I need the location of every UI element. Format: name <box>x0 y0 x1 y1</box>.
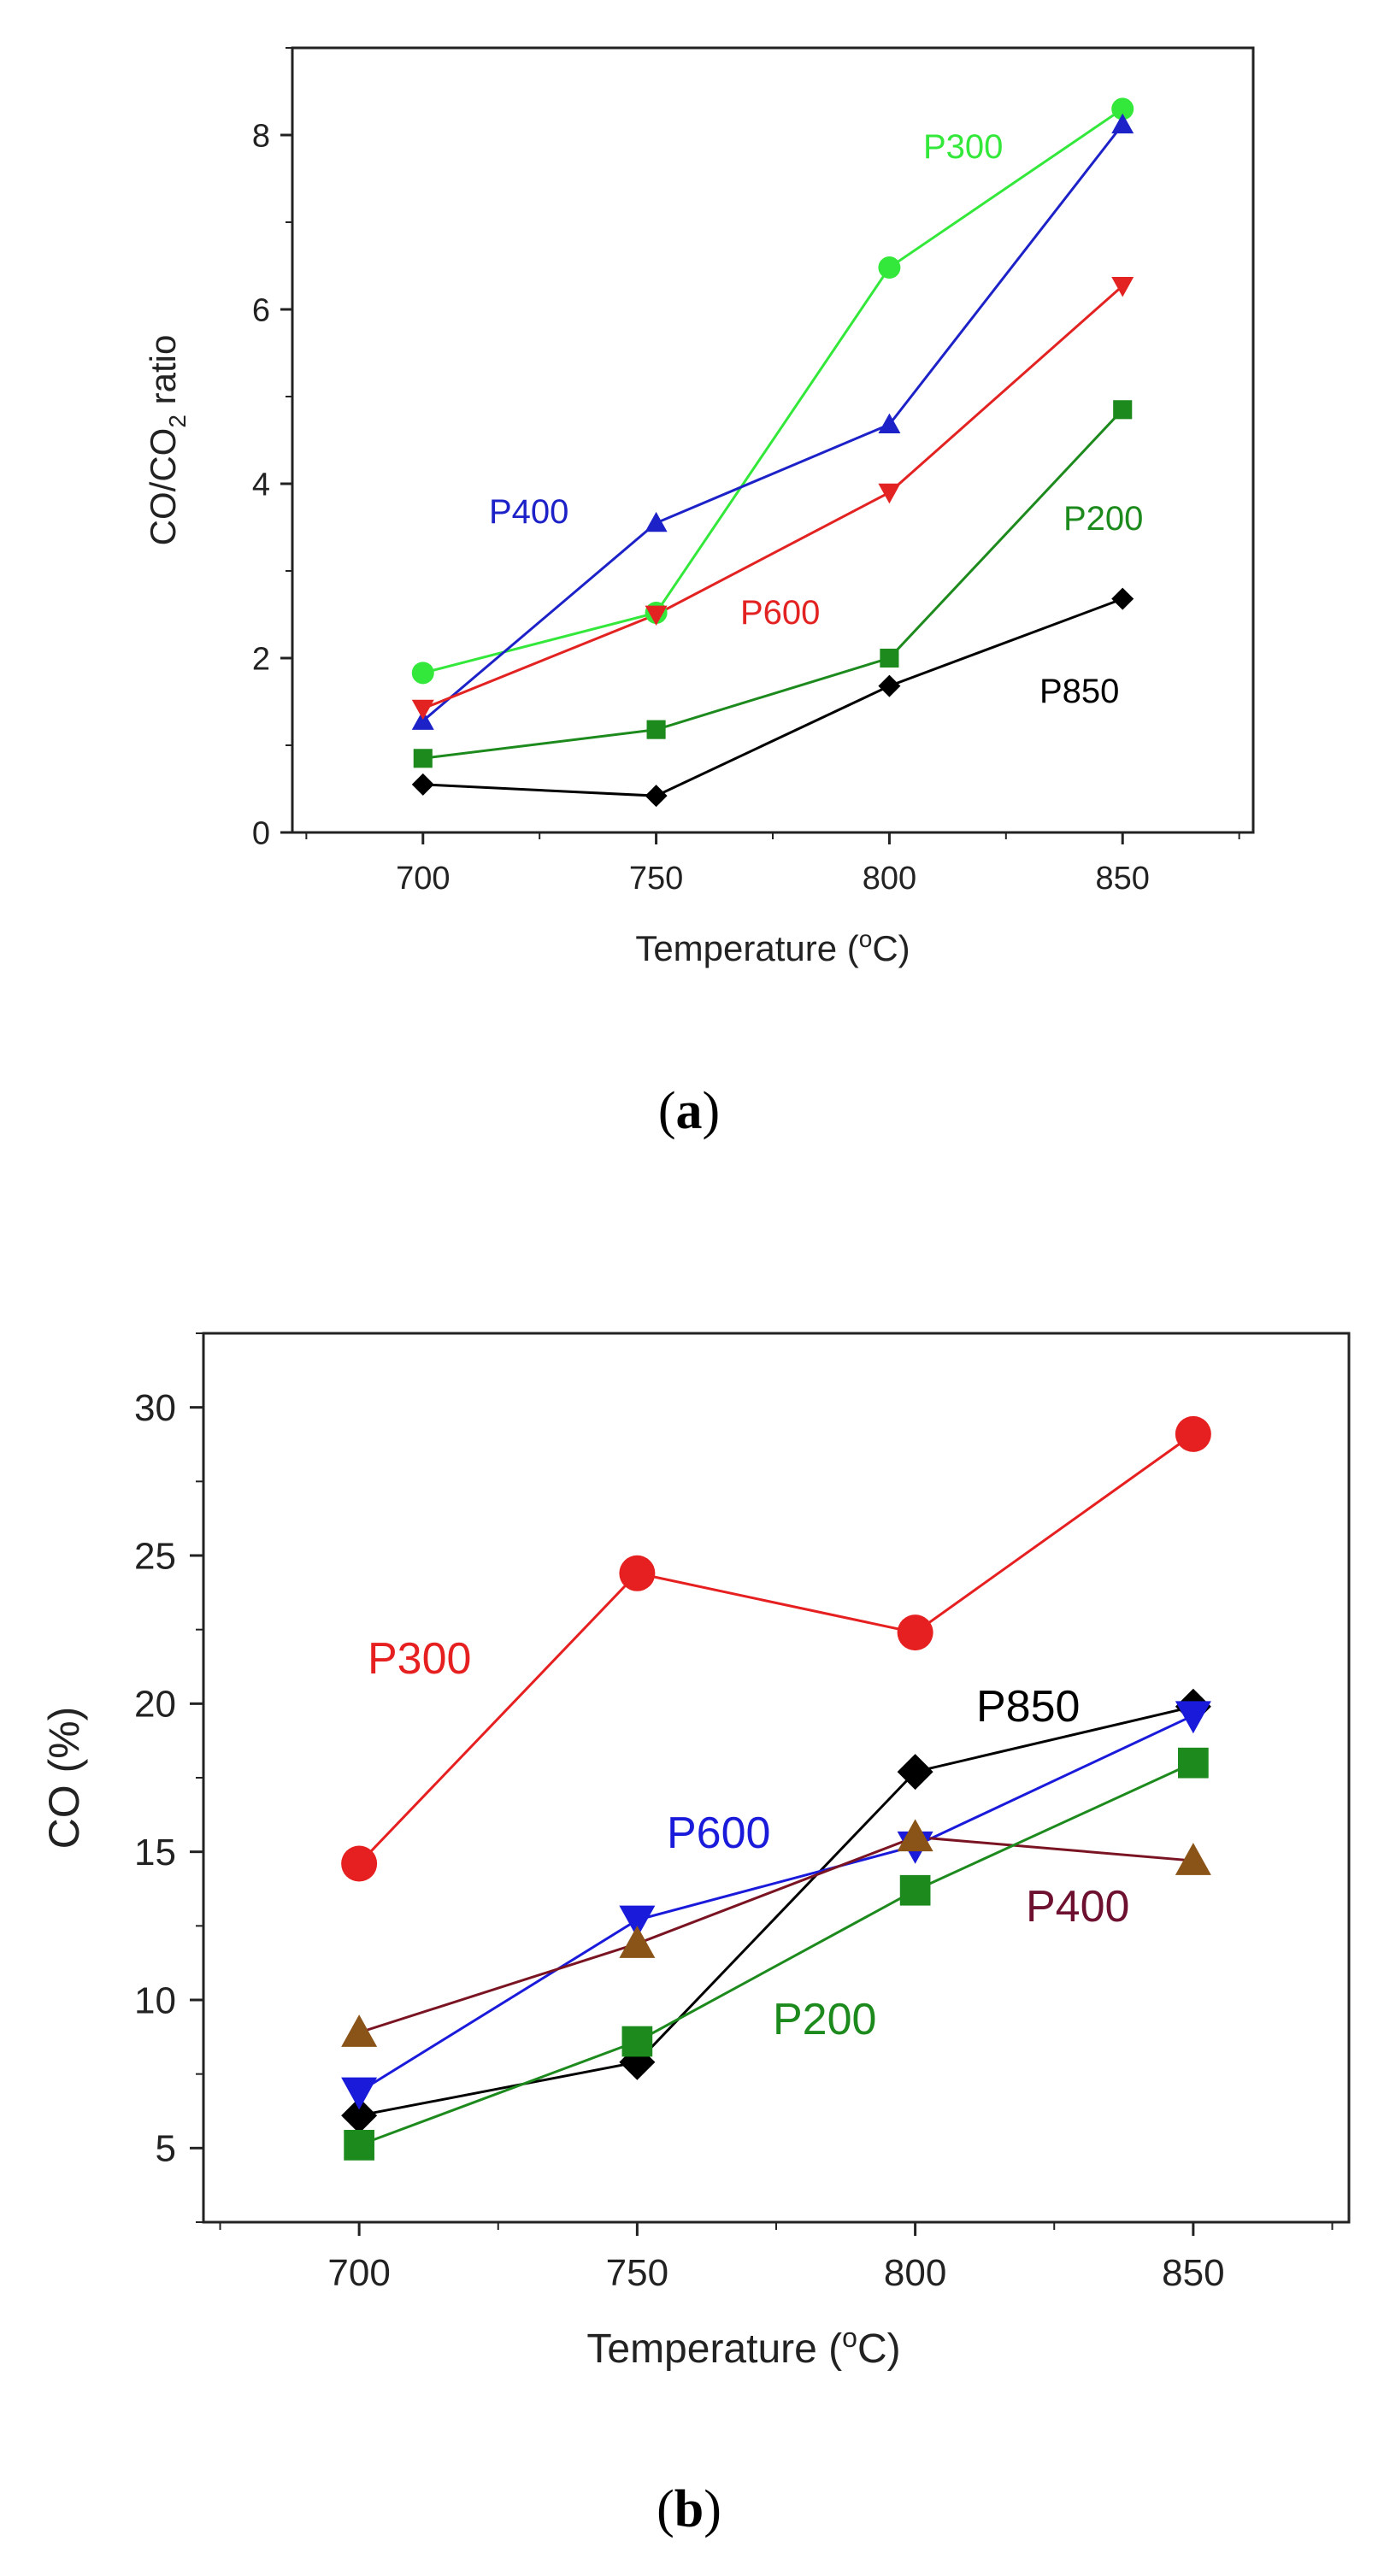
panel-b-point-p400-850 <box>1175 1843 1211 1875</box>
panel-a-y-axis-title: CO/CO2 ratio <box>143 335 191 546</box>
panel-a-point-p300-700 <box>411 662 434 685</box>
panel-a-series-label-p300: P300 <box>923 128 1003 166</box>
panel-a-y-tick-label: 6 <box>252 292 270 328</box>
panel-b-point-p300-800 <box>897 1614 933 1651</box>
panel-a-chart: 700 750 800 850 0 2 4 6 8 P300 P400 P600 P200 P8… <box>143 46 1255 1140</box>
panel-b-y-tick-label: 25 <box>134 1535 176 1577</box>
panel-b-y-tick-label: 10 <box>134 1979 176 2021</box>
panel-a-point-p200-800 <box>880 648 899 668</box>
panel-a-series-line-p200 <box>422 409 1124 760</box>
panel-b-point-p600-750 <box>619 1905 656 1938</box>
panel-b-series-line-p300 <box>358 1432 1194 1865</box>
panel-a-series-label-p850: P850 <box>1039 673 1119 710</box>
panel-b-point-p400-750 <box>619 1926 656 1958</box>
panel-a-point-p850-850 <box>1111 587 1134 610</box>
panel-a-x-tick-label: 700 <box>396 861 450 897</box>
panel-a-series-line-p850 <box>422 597 1123 797</box>
panel-b-point-p300-850 <box>1175 1415 1211 1452</box>
panel-a-point-p600-750 <box>645 605 668 626</box>
panel-a-x-tick-label: 750 <box>629 861 683 897</box>
panel-a-point-p850-800 <box>878 674 901 697</box>
panel-b-point-p200-750 <box>621 2026 653 2057</box>
panel-b-point-p850-800 <box>897 1754 933 1791</box>
panel-a-y-tick-label: 2 <box>252 641 270 677</box>
panel-b-ticks: 700 750 800 850 5 10 15 20 25 30 <box>134 1332 1334 2294</box>
panel-a-point-p600-700 <box>411 699 434 720</box>
panel-a-series-line-p300 <box>422 108 1124 674</box>
panel-a-y-tick-label: 8 <box>252 118 270 154</box>
panel-b-y-tick-label: 30 <box>134 1387 176 1429</box>
panel-b-point-p200-850 <box>1178 1747 1209 1779</box>
panel-a-point-p400-800 <box>878 413 901 434</box>
panel-a-x-axis-title: Temperature (oC) <box>635 926 910 968</box>
panel-b-point-p400-800 <box>897 1819 933 1852</box>
panel-a-point-p300-850 <box>1111 97 1134 121</box>
panel-b-point-p400-700 <box>341 2014 378 2047</box>
panel-a-point-p200-850 <box>1113 400 1133 420</box>
panel-b-caption: (b) <box>657 2480 721 2538</box>
panel-b-chart: 700 750 800 850 5 10 15 20 25 30 P300 P850 P600 P… <box>40 1332 1351 2538</box>
panel-a-ticks: 700 750 800 850 0 2 4 6 8 <box>252 47 1240 897</box>
panel-b-x-tick-label: 850 <box>1162 2252 1224 2294</box>
panel-b-x-tick-label: 800 <box>884 2252 946 2294</box>
panel-b-point-p850-700 <box>341 2097 378 2134</box>
panel-b-series-label-p600: P600 <box>667 1808 770 1858</box>
panel-a-series-line-p400 <box>421 123 1124 722</box>
panel-b-y-tick-label: 5 <box>156 2128 176 2170</box>
panel-b-point-p600-850 <box>1175 1701 1211 1734</box>
panel-a-point-p200-750 <box>646 720 666 739</box>
panel-a-point-p850-750 <box>645 785 668 808</box>
panel-b-series <box>341 1415 1211 2161</box>
panel-b-series-line-p400 <box>358 1835 1193 2034</box>
panel-a-point-p600-850 <box>1111 277 1134 297</box>
panel-b-x-tick-label: 750 <box>606 2252 668 2294</box>
panel-b-x-axis-title: Temperature (oC) <box>586 2322 900 2372</box>
panel-b-series-line-p600 <box>358 1714 1194 2093</box>
panel-a-x-tick-label: 800 <box>863 861 916 897</box>
panel-b-series-line-p200 <box>358 1761 1194 2147</box>
panel-b-point-p600-700 <box>341 2077 378 2110</box>
panel-b-point-p200-700 <box>344 2130 374 2161</box>
panel-b-y-axis-title: CO (%) <box>40 1707 88 1850</box>
panel-a-y-tick-label: 0 <box>252 815 270 851</box>
panel-b-series-label-p200: P200 <box>773 1995 876 2044</box>
panel-a-point-p850-700 <box>411 773 434 796</box>
panel-b-series-label-p850: P850 <box>976 1682 1080 1732</box>
panel-a-point-p400-850 <box>1111 113 1134 134</box>
panel-a-point-p300-800 <box>878 256 901 279</box>
panel-a-x-tick-label: 850 <box>1096 861 1150 897</box>
panel-b-plot-frame <box>202 1332 1351 2224</box>
panel-b-y-tick-label: 20 <box>134 1684 176 1726</box>
panel-a-point-p400-750 <box>645 511 668 532</box>
panel-b-series-label-p400: P400 <box>1026 1882 1129 1932</box>
panel-a-series-label-p200: P200 <box>1063 500 1143 538</box>
panel-b-series-line-p850 <box>358 1705 1194 2117</box>
panel-a-series <box>411 97 1134 808</box>
panel-b-y-tick-label: 15 <box>134 1832 176 1873</box>
panel-a-series-label-p600: P600 <box>740 594 820 632</box>
panel-b-point-p300-750 <box>619 1555 656 1591</box>
panel-b-x-tick-label: 700 <box>327 2252 390 2294</box>
panel-a-caption: (a) <box>658 1082 720 1140</box>
panel-a-point-p200-700 <box>413 749 433 768</box>
panel-a-point-p600-800 <box>878 483 901 504</box>
panel-b-point-p300-700 <box>341 1845 378 1882</box>
panel-a-series-label-p400: P400 <box>489 493 568 531</box>
panel-b-series-label-p300: P300 <box>368 1634 471 1684</box>
panel-a-y-tick-label: 4 <box>252 467 270 503</box>
panel-a-series-line-p600 <box>422 285 1124 710</box>
panel-b-point-p200-800 <box>899 1874 931 1906</box>
